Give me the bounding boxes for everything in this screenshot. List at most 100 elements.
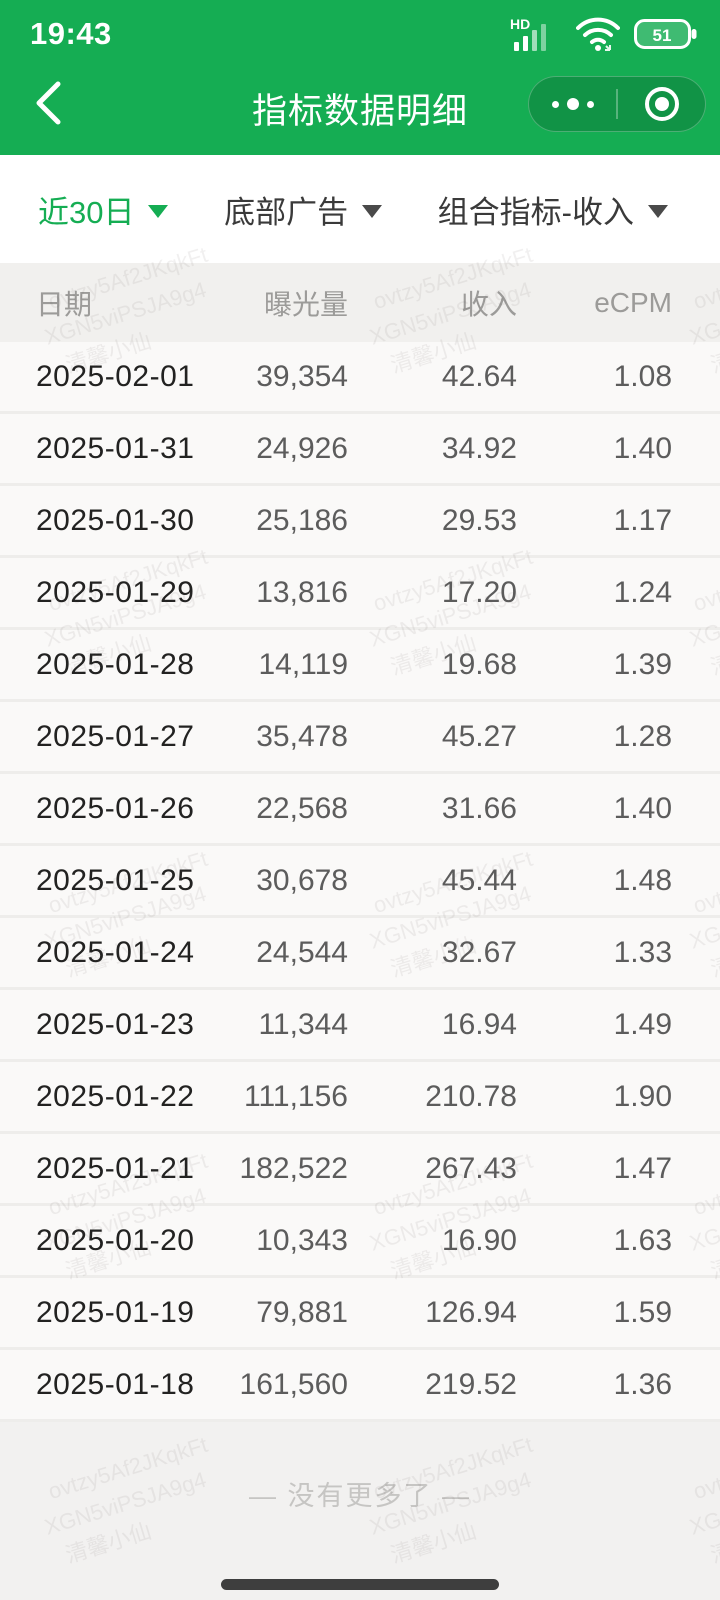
column-header-date: 日期 xyxy=(36,288,93,320)
table-header: 日期 曝光量 收入 eCPM xyxy=(0,263,720,342)
impressions-cell: 13,816 xyxy=(256,575,348,609)
income-cell: 45.44 xyxy=(441,863,517,897)
ecpm-cell: 1.40 xyxy=(613,431,672,465)
date-cell: 2025-01-26 xyxy=(36,791,195,825)
date-cell: 2025-01-28 xyxy=(36,647,195,681)
wifi-icon xyxy=(576,17,620,51)
back-button[interactable] xyxy=(18,66,78,140)
date-cell: 2025-01-18 xyxy=(36,1367,195,1401)
table-row: 2025-01-25 30,678 45.44 1.48 xyxy=(0,846,720,918)
no-more-text: — 没有更多了 — xyxy=(248,1481,471,1511)
ecpm-cell: 1.47 xyxy=(613,1151,672,1185)
income-cell: 32.67 xyxy=(441,935,517,969)
date-cell: 2025-01-25 xyxy=(36,863,195,897)
ecpm-cell: 1.39 xyxy=(613,647,672,681)
filter-date-range-label: 近30日 xyxy=(38,194,135,230)
income-cell: 210.78 xyxy=(425,1079,517,1113)
date-cell: 2025-01-22 xyxy=(36,1079,195,1113)
income-cell: 219.52 xyxy=(425,1367,517,1401)
column-header-ecpm: eCPM xyxy=(594,286,672,318)
table-row: 2025-01-30 25,186 29.53 1.17 xyxy=(0,486,720,558)
income-cell: 126.94 xyxy=(425,1295,517,1329)
date-cell: 2025-01-19 xyxy=(36,1295,195,1329)
more-button[interactable] xyxy=(529,77,616,131)
ecpm-cell: 1.24 xyxy=(613,575,672,609)
impressions-cell: 35,478 xyxy=(256,719,348,753)
impressions-cell: 30,678 xyxy=(256,863,348,897)
impressions-cell: 22,568 xyxy=(256,791,348,825)
ecpm-cell: 1.59 xyxy=(613,1295,672,1329)
table-row: 2025-01-24 24,544 32.67 1.33 xyxy=(0,918,720,990)
status-time: 19:43 xyxy=(30,16,112,51)
impressions-cell: 161,560 xyxy=(239,1367,348,1401)
app-header: 19:43 HD xyxy=(0,0,720,155)
cell-signal-icon: HD xyxy=(510,16,546,51)
filter-ad-position-label: 底部广告 xyxy=(224,194,349,230)
table-row: 2025-02-01 39,354 42.64 1.08 xyxy=(0,342,720,414)
table-row: 2025-01-18 161,560 219.52 1.36 xyxy=(0,1350,720,1422)
miniprogram-capsule xyxy=(528,76,706,132)
home-indicator[interactable] xyxy=(221,1579,499,1590)
income-cell: 267.43 xyxy=(425,1151,517,1185)
table-row: 2025-01-22 111,156 210.78 1.90 xyxy=(0,1062,720,1134)
capsule-divider xyxy=(616,89,618,119)
page-title: 指标数据明细 xyxy=(251,92,468,131)
ecpm-cell: 1.08 xyxy=(613,359,672,393)
impressions-cell: 111,156 xyxy=(244,1079,348,1113)
ecpm-cell: 1.28 xyxy=(613,719,672,753)
nav-bar: 指标数据明细 xyxy=(0,62,720,155)
impressions-cell: 39,354 xyxy=(256,359,348,393)
ecpm-cell: 1.49 xyxy=(613,1007,672,1041)
impressions-cell: 10,343 xyxy=(256,1223,348,1257)
more-dots-icon xyxy=(551,98,594,110)
income-cell: 16.90 xyxy=(441,1223,517,1257)
filter-date-range[interactable]: 近30日 xyxy=(38,187,169,232)
ecpm-cell: 1.36 xyxy=(613,1367,672,1401)
income-cell: 45.27 xyxy=(441,719,517,753)
date-cell: 2025-01-21 xyxy=(36,1151,195,1185)
income-cell: 31.66 xyxy=(441,791,517,825)
back-chevron-icon xyxy=(36,81,61,125)
impressions-cell: 25,186 xyxy=(256,503,348,537)
income-cell: 34.92 xyxy=(441,431,517,465)
date-cell: 2025-02-01 xyxy=(36,359,195,393)
chevron-down-icon xyxy=(648,204,668,218)
income-cell: 29.53 xyxy=(441,503,517,537)
table-row: 2025-01-21 182,522 267.43 1.47 xyxy=(0,1134,720,1206)
svg-text:HD: HD xyxy=(510,16,530,32)
ecpm-cell: 1.40 xyxy=(613,791,672,825)
table-row: 2025-01-27 35,478 45.27 1.28 xyxy=(0,702,720,774)
ecpm-cell: 1.33 xyxy=(613,935,672,969)
close-minimize-button[interactable] xyxy=(618,77,705,131)
battery-icon: 51 xyxy=(634,19,697,49)
table-row: 2025-01-28 14,119 19.68 1.39 xyxy=(0,630,720,702)
impressions-cell: 24,544 xyxy=(256,935,348,969)
table-row: 2025-01-26 22,568 31.66 1.40 xyxy=(0,774,720,846)
battery-level-text: 51 xyxy=(653,26,672,45)
metrics-table: 日期 曝光量 收入 eCPM 2025-02-01 39,354 42.64 1… xyxy=(0,263,720,1422)
status-bar: 19:43 HD xyxy=(0,0,720,62)
impressions-cell: 24,926 xyxy=(256,431,348,465)
status-icons: HD 51 xyxy=(510,16,698,52)
income-cell: 16.94 xyxy=(441,1007,517,1041)
filter-metric-combo[interactable]: 组合指标-收入 xyxy=(438,187,668,232)
date-cell: 2025-01-31 xyxy=(36,431,195,465)
date-cell: 2025-01-29 xyxy=(36,575,195,609)
income-cell: 19.68 xyxy=(441,647,517,681)
table-row: 2025-01-31 24,926 34.92 1.40 xyxy=(0,414,720,486)
filter-ad-position[interactable]: 底部广告 xyxy=(224,187,383,232)
ecpm-cell: 1.90 xyxy=(613,1079,672,1113)
column-header-impressions: 曝光量 xyxy=(263,288,348,320)
impressions-cell: 79,881 xyxy=(256,1295,348,1329)
table-row: 2025-01-23 11,344 16.94 1.49 xyxy=(0,990,720,1062)
ecpm-cell: 1.17 xyxy=(613,503,672,537)
date-cell: 2025-01-23 xyxy=(36,1007,195,1041)
date-cell: 2025-01-30 xyxy=(36,503,195,537)
column-header-income: 收入 xyxy=(460,288,517,320)
impressions-cell: 182,522 xyxy=(239,1151,348,1185)
date-cell: 2025-01-24 xyxy=(36,935,195,969)
date-cell: 2025-01-27 xyxy=(36,719,195,753)
income-cell: 17.20 xyxy=(441,575,517,609)
filter-bar: 近30日 底部广告 组合指标-收入 xyxy=(0,155,720,263)
